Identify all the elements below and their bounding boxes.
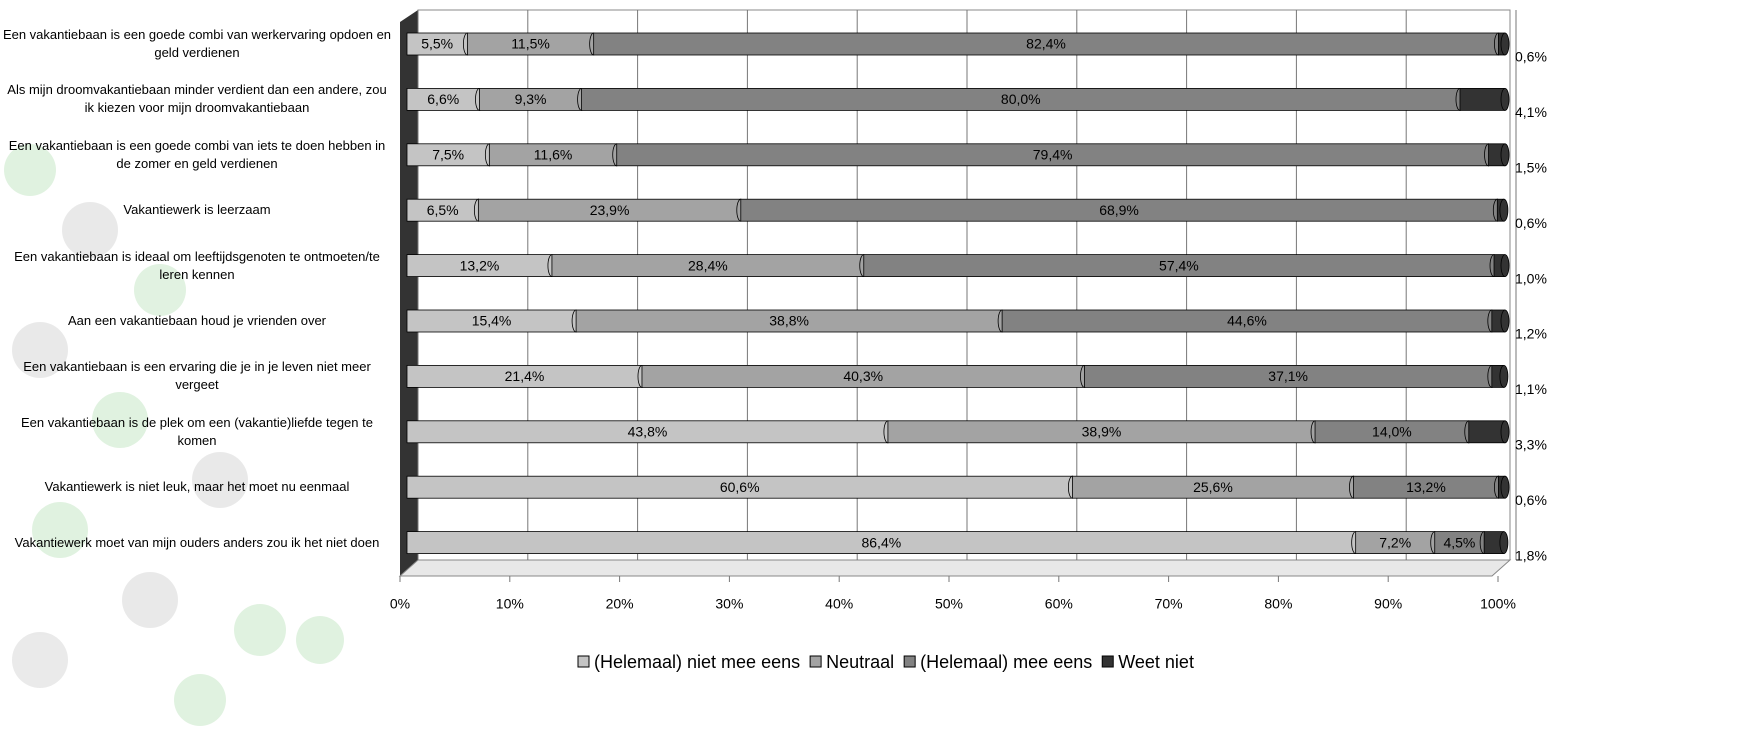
- bar-cap: [1500, 88, 1510, 111]
- bar-cap: [1500, 309, 1510, 333]
- data-label: 60,6%: [720, 479, 760, 495]
- data-label: 28,4%: [688, 257, 728, 273]
- data-label: 3,3%: [1515, 437, 1547, 453]
- legend-label: (Helemaal) mee eens: [920, 652, 1092, 672]
- bar-cap: [1499, 198, 1509, 222]
- y-tick-label: Vakantiewerk is leerzaam: [123, 202, 271, 218]
- bar-segment: [1468, 420, 1506, 444]
- y-tick-label: Vakantiewerk moet van mijn ouders anders…: [14, 534, 380, 550]
- x-tick-label: 90%: [1374, 596, 1402, 612]
- data-label: 13,2%: [460, 257, 500, 273]
- y-tick-label: Aan een vakantiebaan houd je vrienden ov…: [67, 313, 327, 328]
- data-label: 82,4%: [1026, 36, 1066, 52]
- x-tick-label: 80%: [1264, 596, 1292, 612]
- bar-cap: [1500, 143, 1510, 167]
- x-tick-label: 40%: [825, 596, 853, 612]
- y-tick-label: Een vakantiebaan is een goede combi van …: [2, 27, 392, 60]
- x-tick-label: 20%: [606, 596, 634, 612]
- legend-swatch: [577, 655, 590, 668]
- y-tick-label: Vakantiewerk is niet leuk, maar het moet…: [44, 479, 350, 495]
- data-label: 0,6%: [1515, 215, 1547, 231]
- data-label: 9,3%: [515, 91, 547, 107]
- bar-cap: [1499, 364, 1509, 388]
- y-tick-label: Een vakantiebaan is een goede combi van …: [8, 137, 386, 171]
- y-tick-label: Een vakantiebaan is de plek om een (vaka…: [21, 414, 373, 448]
- legend-label: Weet niet: [1118, 652, 1194, 672]
- data-label: 1,8%: [1515, 547, 1547, 563]
- data-label: 1,0%: [1515, 270, 1547, 286]
- x-tick-label: 70%: [1155, 596, 1183, 612]
- bar-cap: [1500, 254, 1510, 278]
- data-label: 57,4%: [1159, 257, 1199, 273]
- data-label: 21,4%: [505, 368, 545, 384]
- x-tick-label: 50%: [935, 596, 963, 612]
- data-label: 6,6%: [427, 91, 459, 107]
- data-label: 5,5%: [421, 36, 453, 52]
- x-tick-label: 100%: [1480, 596, 1516, 612]
- data-label: 14,0%: [1372, 424, 1412, 440]
- data-label: 4,5%: [1443, 534, 1475, 550]
- data-label: 7,2%: [1379, 534, 1411, 550]
- data-label: 4,1%: [1515, 104, 1547, 120]
- data-label: 23,9%: [590, 202, 630, 218]
- data-label: 37,1%: [1268, 368, 1308, 384]
- legend-label: (Helemaal) niet mee eens: [594, 652, 800, 672]
- data-label: 6,5%: [427, 202, 459, 218]
- data-label: 11,5%: [511, 36, 550, 52]
- data-label: 43,8%: [628, 424, 668, 440]
- x-tick-label: 10%: [496, 596, 524, 612]
- data-label: 25,6%: [1193, 479, 1233, 495]
- bar-cap: [1500, 420, 1510, 444]
- data-label: 1,1%: [1515, 381, 1547, 397]
- data-label: 80,0%: [1001, 91, 1041, 107]
- x-tick-label: 0%: [390, 596, 410, 612]
- floor: [398, 559, 1512, 577]
- legend-swatch: [903, 655, 916, 668]
- data-label: 86,4%: [861, 534, 901, 550]
- data-label: 0,6%: [1515, 49, 1547, 65]
- decoration: [4, 144, 344, 726]
- data-label: 1,5%: [1515, 160, 1547, 176]
- data-label: 1,2%: [1515, 326, 1547, 342]
- y-tick-label: Een vakantiebaan is een ervaring die je …: [23, 359, 371, 393]
- y-tick-label: Een vakantiebaan is ideaal om leeftijdsg…: [14, 248, 380, 282]
- data-label: 38,8%: [769, 313, 809, 329]
- x-tick-label: 60%: [1045, 596, 1073, 612]
- data-label: 68,9%: [1099, 202, 1139, 218]
- bar-cap: [1500, 32, 1510, 56]
- bar-segment: [1459, 88, 1506, 111]
- data-label: 40,3%: [843, 368, 883, 384]
- bar-cap: [1500, 475, 1510, 499]
- data-label: 38,9%: [1082, 424, 1122, 440]
- data-label: 44,6%: [1227, 313, 1267, 329]
- data-label: 79,4%: [1033, 147, 1073, 163]
- data-label: 11,6%: [534, 147, 573, 163]
- data-label: 13,2%: [1406, 479, 1446, 495]
- legend-swatch: [809, 655, 822, 668]
- legend-swatch: [1101, 655, 1114, 668]
- data-label: 0,6%: [1515, 492, 1547, 508]
- data-label: 7,5%: [432, 147, 464, 163]
- y-tick-label: Als mijn droomvakantiebaan minder verdie…: [7, 82, 387, 116]
- x-tick-label: 30%: [715, 596, 743, 612]
- data-label: 15,4%: [472, 313, 512, 329]
- legend-label: Neutraal: [826, 652, 894, 672]
- bar-cap: [1499, 531, 1509, 554]
